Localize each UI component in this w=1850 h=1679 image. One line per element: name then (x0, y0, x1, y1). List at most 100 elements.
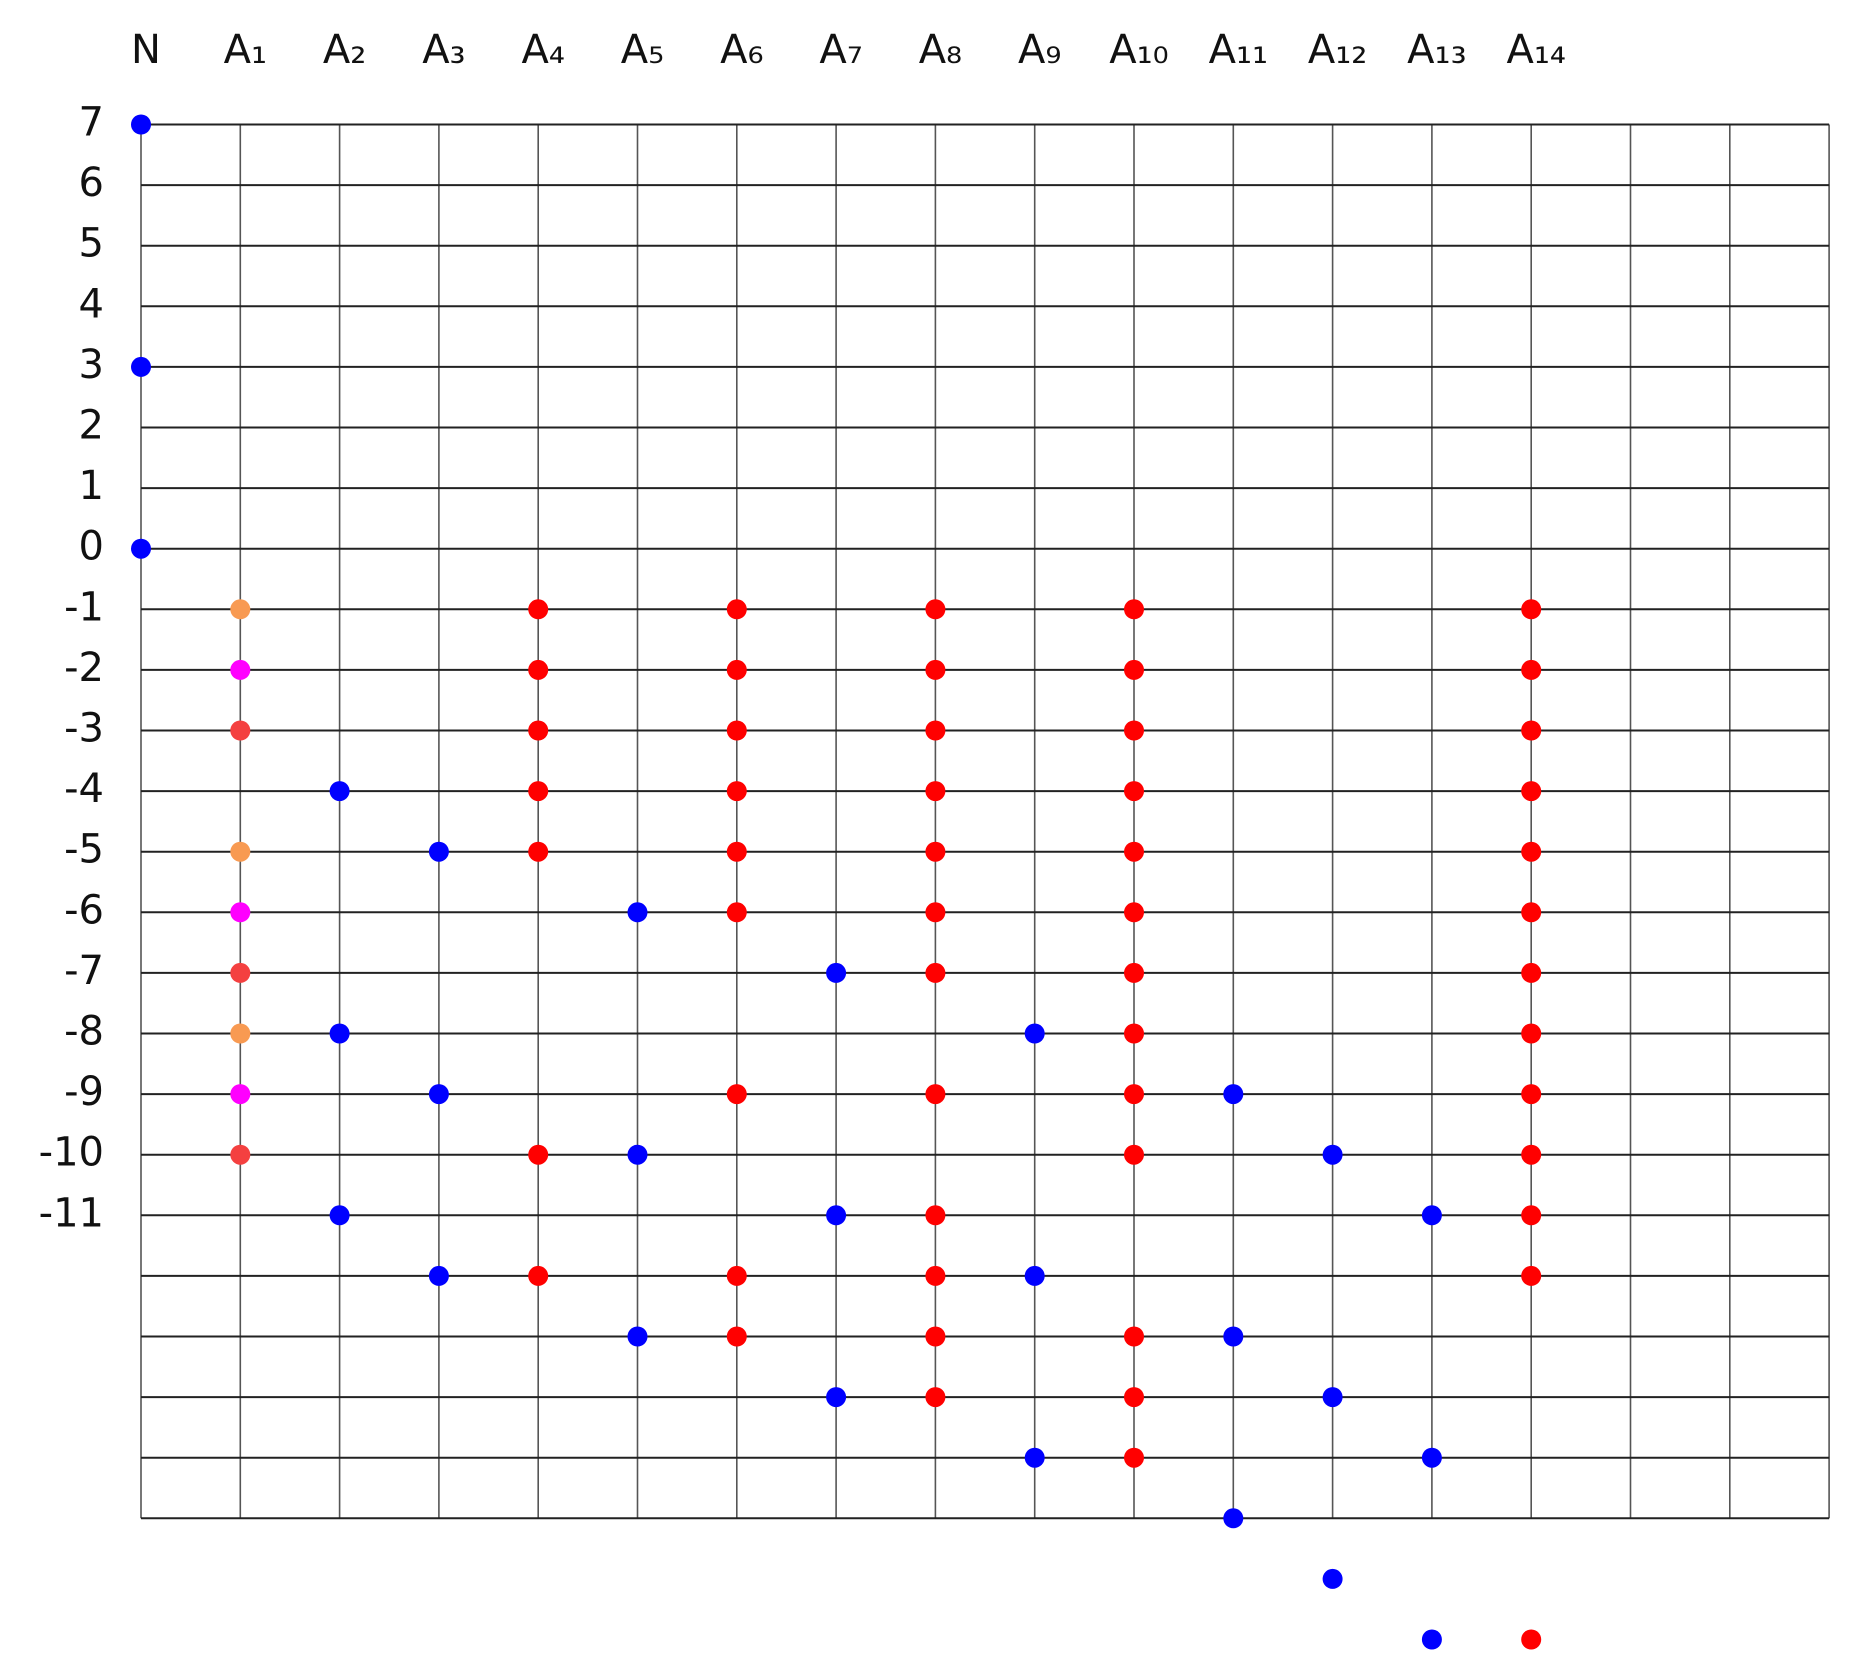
dot (1124, 659, 1144, 680)
y-tick-label: 1 (79, 463, 104, 509)
y-tick-label: 6 (79, 160, 104, 206)
dot (1124, 720, 1144, 741)
x-tick-label: A₉ (1018, 27, 1061, 73)
x-tick-label: A₁₂ (1308, 27, 1367, 73)
x-tick-label: A₆ (720, 27, 763, 73)
dot (131, 356, 151, 377)
x-tick-label: A₁₃ (1407, 27, 1466, 73)
dot (230, 1023, 251, 1044)
dot (1124, 1144, 1144, 1165)
dot (230, 1084, 251, 1105)
dot (925, 902, 946, 923)
dot (528, 599, 549, 620)
dot (1521, 841, 1542, 862)
dot (826, 1387, 847, 1408)
dot (1521, 1265, 1542, 1286)
y-tick-label: -3 (64, 706, 104, 752)
dot (1322, 1568, 1343, 1589)
dot (1223, 1508, 1244, 1529)
dot (1521, 781, 1542, 802)
dot (230, 599, 251, 620)
y-tick-label: 2 (79, 403, 104, 449)
dot (726, 1326, 747, 1347)
dot (925, 841, 946, 862)
dot (528, 659, 549, 680)
dot (131, 538, 151, 559)
dot (1421, 1447, 1442, 1468)
dot (428, 1084, 449, 1105)
dot (627, 1326, 648, 1347)
dot (230, 841, 251, 862)
dot (826, 1205, 847, 1226)
dot (1124, 1447, 1144, 1468)
dot (925, 599, 946, 620)
dot (726, 841, 747, 862)
y-tick-label: 7 (79, 100, 104, 146)
y-tick-label: -6 (64, 887, 104, 933)
dot (826, 962, 847, 983)
dot (925, 1265, 946, 1286)
y-tick-label: -11 (39, 1190, 104, 1236)
dot (1322, 1387, 1343, 1408)
x-tick-label: A₁₄ (1506, 27, 1565, 73)
dot (925, 720, 946, 741)
dot (627, 1144, 648, 1165)
dot (1521, 1144, 1542, 1165)
dot (1124, 599, 1144, 620)
x-tick-label: A₃ (422, 27, 465, 73)
dot (230, 1144, 251, 1165)
y-tick-label: -10 (39, 1130, 104, 1176)
dot (925, 962, 946, 983)
dot (726, 599, 747, 620)
dot (230, 720, 251, 741)
dot (1521, 720, 1542, 741)
dot (1124, 962, 1144, 983)
dot (329, 1023, 350, 1044)
dot (1521, 599, 1542, 620)
dot (925, 1326, 946, 1347)
dot (1024, 1447, 1045, 1468)
dot (925, 1387, 946, 1408)
dot (1521, 659, 1542, 680)
y-tick-label: -4 (64, 766, 104, 812)
x-tick-label: A₇ (819, 27, 862, 73)
dot (131, 114, 151, 135)
dot (726, 720, 747, 741)
dot (230, 659, 251, 680)
dot (1521, 1205, 1542, 1226)
dot (1521, 1023, 1542, 1044)
y-tick-label: -8 (64, 1009, 104, 1055)
dot (1124, 1387, 1144, 1408)
dot (1024, 1265, 1045, 1286)
y-tick-label: 5 (79, 221, 104, 267)
x-tick-label: A₄ (521, 27, 564, 73)
dot (1421, 1205, 1442, 1226)
x-tick-label: A₅ (621, 27, 664, 73)
y-tick-label: -9 (64, 1069, 104, 1115)
x-tick-label: A₈ (919, 27, 962, 73)
dot (528, 720, 549, 741)
y-tick-label: -1 (64, 584, 104, 630)
x-tick-label: A₂ (323, 27, 366, 73)
dot (1124, 781, 1144, 802)
dot (528, 1265, 549, 1286)
dot (329, 1205, 350, 1226)
dot (528, 781, 549, 802)
dot (1024, 1023, 1045, 1044)
dot (726, 1265, 747, 1286)
y-tick-label: 4 (79, 281, 104, 327)
x-tick-label: A₁ (224, 27, 267, 73)
dot (1124, 1023, 1144, 1044)
dot (726, 781, 747, 802)
dot (428, 841, 449, 862)
dot (1124, 1326, 1144, 1347)
dot (1124, 902, 1144, 923)
dot (528, 1144, 549, 1165)
dot (925, 1205, 946, 1226)
x-tick-label: N (131, 27, 161, 73)
dot (726, 902, 747, 923)
dot (1223, 1084, 1244, 1105)
y-tick-label: 3 (79, 342, 104, 388)
dot (1521, 902, 1542, 923)
